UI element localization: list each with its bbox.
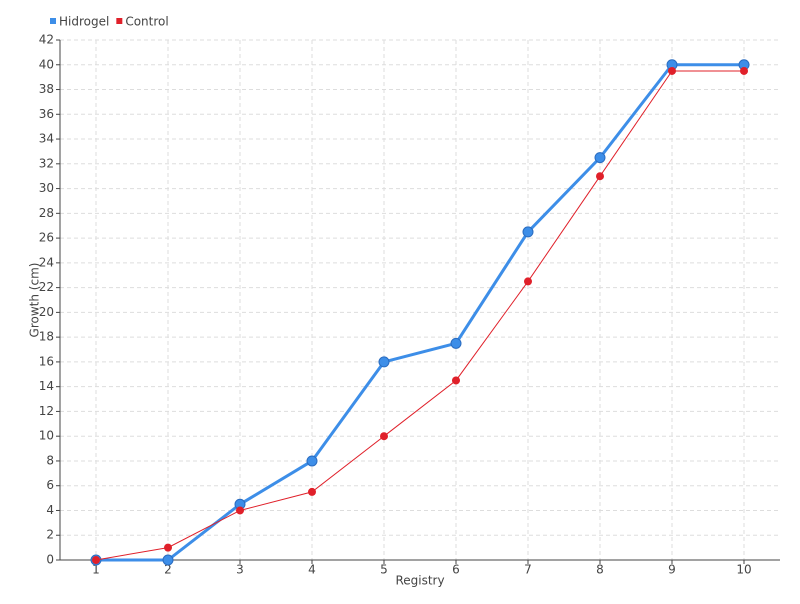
y-tick-label: 16	[39, 354, 54, 368]
x-tick-label: 2	[164, 563, 172, 577]
data-point	[236, 506, 244, 515]
y-tick-label: 22	[39, 280, 54, 294]
series-line	[95, 70, 744, 561]
x-axis-label: Registry	[395, 574, 444, 588]
x-tick-label: 9	[668, 563, 676, 577]
data-point	[524, 277, 532, 286]
x-tick-label: 1	[92, 563, 100, 577]
x-tick-label: 10	[736, 563, 751, 577]
data-point	[308, 487, 316, 496]
y-tick-label: 18	[39, 330, 54, 344]
y-tick-label: 24	[39, 255, 54, 269]
data-point	[596, 172, 604, 181]
y-tick-label: 0	[46, 553, 54, 567]
data-point	[380, 432, 388, 441]
data-point	[668, 66, 676, 75]
y-tick-label: 10	[39, 429, 54, 443]
data-point	[450, 337, 462, 349]
x-tick-label: 3	[236, 563, 244, 577]
x-tick-label: 8	[596, 563, 604, 577]
y-tick-label: 4	[46, 503, 54, 517]
y-tick-label: 38	[39, 82, 54, 96]
x-tick-label: 7	[524, 563, 532, 577]
legend-label: Control	[125, 15, 168, 29]
y-tick-label: 6	[46, 478, 54, 492]
y-tick-label: 30	[39, 181, 54, 195]
y-tick-label: 28	[39, 206, 54, 220]
y-tick-label: 12	[39, 404, 54, 418]
y-tick-label: 2	[46, 528, 54, 542]
data-point	[306, 455, 318, 467]
data-point	[594, 152, 606, 164]
y-tick-label: 42	[39, 33, 54, 47]
y-tick-label: 26	[39, 231, 54, 245]
x-tick-label: 6	[452, 563, 460, 577]
y-tick-label: 8	[46, 453, 54, 467]
data-point	[740, 66, 748, 75]
legend-swatch	[50, 18, 56, 24]
data-point	[452, 376, 460, 385]
y-tick-label: 32	[39, 156, 54, 170]
y-axis-label: Growth (cm)	[28, 263, 42, 338]
data-point	[522, 226, 534, 238]
x-tick-label: 5	[380, 563, 388, 577]
x-tick-label: 4	[308, 563, 316, 577]
data-point	[378, 356, 390, 368]
data-point	[162, 554, 174, 566]
y-tick-label: 36	[39, 107, 54, 121]
legend-swatch	[116, 18, 123, 24]
y-tick-label: 40	[39, 57, 54, 71]
y-tick-label: 14	[39, 379, 54, 393]
legend-label: Hidrogel	[59, 15, 109, 29]
y-tick-label: 34	[39, 132, 54, 146]
y-tick-label: 20	[39, 305, 54, 319]
data-point	[164, 543, 172, 552]
data-point	[92, 556, 100, 564]
series-line	[96, 63, 744, 562]
